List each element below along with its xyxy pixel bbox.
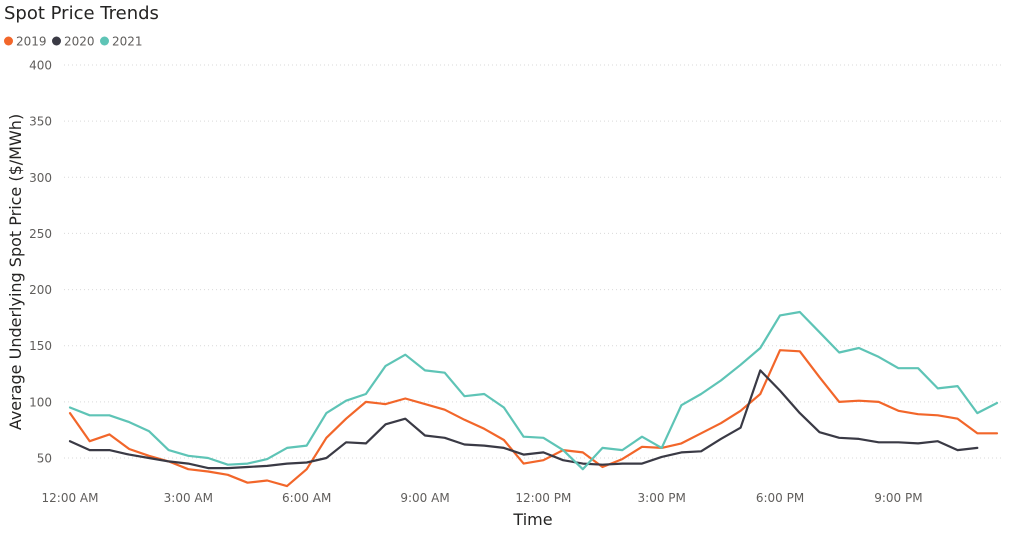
chart-legend[interactable]: 2019 2020 2021 — [4, 35, 143, 49]
legend-label-2019: 2019 — [16, 35, 47, 49]
y-gridlines — [64, 64, 1002, 459]
series-line-2021[interactable] — [68, 310, 999, 471]
x-axis-title: Time — [512, 510, 552, 529]
x-tick-21: 9:00 PM — [874, 491, 922, 505]
legend-marker-2021 — [100, 36, 109, 46]
x-tick-15: 3:00 PM — [638, 491, 686, 505]
x-tick-3: 3:00 AM — [164, 491, 213, 505]
series-line-2019[interactable] — [68, 349, 999, 488]
legend-item-2020[interactable]: 2020 — [52, 35, 95, 49]
legend-item-2019[interactable]: 2019 — [4, 35, 47, 49]
x-axis-tick-labels: 12:00 AM 3:00 AM 6:00 AM 9:00 AM 12:00 PM 3:0… — [42, 491, 923, 505]
x-tick-9: 9:00 AM — [400, 491, 449, 505]
y-tick-150: 150 — [29, 339, 52, 353]
y-tick-400: 400 — [29, 59, 52, 73]
legend-marker-2020 — [52, 36, 61, 46]
x-tick-12: 12:00 PM — [515, 491, 571, 505]
y-tick-100: 100 — [29, 395, 52, 409]
x-tick-18: 6:00 PM — [756, 491, 804, 505]
series-lines — [68, 310, 999, 488]
x-tick-0: 12:00 AM — [42, 491, 99, 505]
series-line-2020[interactable] — [68, 369, 979, 470]
y-tick-250: 250 — [29, 227, 52, 241]
y-tick-350: 350 — [29, 115, 52, 129]
legend-item-2021[interactable]: 2021 — [100, 35, 143, 49]
x-tick-6: 6:00 AM — [282, 491, 331, 505]
legend-label-2020: 2020 — [64, 35, 95, 49]
y-axis-tick-labels: 50 100 150 200 250 300 350 400 — [29, 59, 52, 466]
y-tick-200: 200 — [29, 283, 52, 297]
y-tick-50: 50 — [37, 452, 52, 466]
y-axis-title: Average Underlying Spot Price ($/MWh) — [6, 114, 25, 430]
y-tick-300: 300 — [29, 171, 52, 185]
chart-title: Spot Price Trends — [4, 3, 159, 24]
legend-marker-2019 — [4, 36, 13, 46]
legend-label-2021: 2021 — [112, 35, 143, 49]
